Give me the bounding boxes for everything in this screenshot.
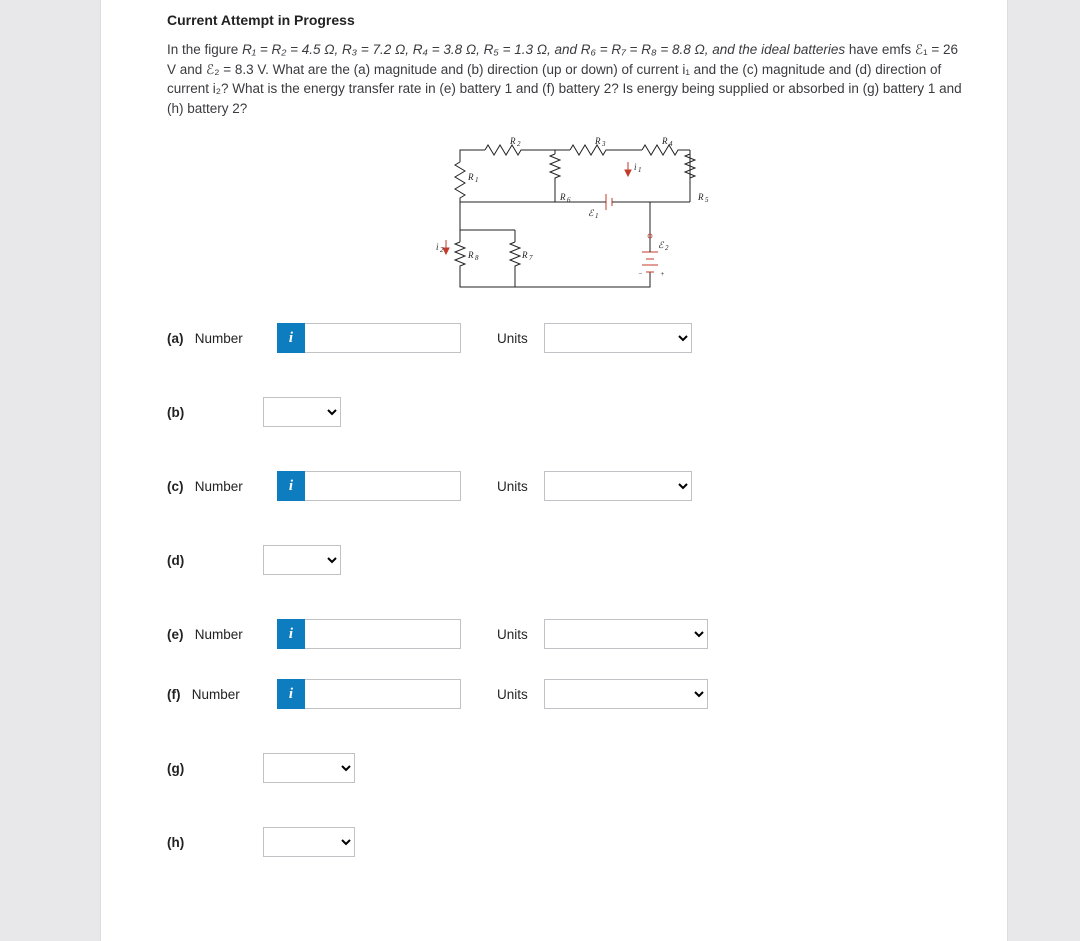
part-a-units-select[interactable] [544,323,692,353]
part-h-label: (h) [167,835,277,850]
part-a-row: (a) Number i Units [167,323,983,353]
svg-text:1: 1 [595,212,599,220]
svg-text:2: 2 [440,246,444,254]
svg-text:7: 7 [529,254,533,262]
prompt-values: R₁ = R₂ = 4.5 Ω, R₃ = 7.2 Ω, R₄ = 3.8 Ω,… [242,42,849,57]
svg-text:+: + [660,270,665,278]
units-label: Units [497,687,528,702]
part-b-label: (b) [167,405,277,420]
svg-text:3: 3 [601,140,606,148]
circuit-figure-container: + − R2 R3 R4 R1 R5 R6 R7 R8 ℰ1 ℰ2 i1 i2 [167,132,983,305]
answer-grid: (a) Number i Units (b) (c) Number i Unit… [167,323,983,857]
svg-text:1: 1 [475,176,479,184]
part-e-label: (e) Number [167,627,277,642]
part-h-row: (h) [167,827,983,857]
part-e-input[interactable] [305,619,461,649]
svg-text:1: 1 [638,166,642,174]
units-label: Units [497,627,528,642]
part-c-input[interactable] [305,471,461,501]
part-f-label: (f) Number [167,687,277,702]
svg-text:4: 4 [669,140,673,148]
svg-text:i: i [634,162,637,172]
part-g-label: (g) [167,761,277,776]
part-c-label: (c) Number [167,479,277,494]
part-h-select[interactable] [263,827,355,857]
svg-text:2: 2 [665,244,669,252]
svg-text:R: R [467,172,474,182]
svg-text:ℰ: ℰ [588,208,595,218]
units-label: Units [497,331,528,346]
part-d-row: (d) [167,545,983,575]
svg-text:R: R [661,136,668,146]
svg-text:6: 6 [567,196,571,204]
part-d-select[interactable] [263,545,341,575]
svg-text:ℰ: ℰ [658,240,665,250]
question-prompt: In the figure R₁ = R₂ = 4.5 Ω, R₃ = 7.2 … [167,40,967,118]
part-b-row: (b) [167,397,983,427]
part-a-input[interactable] [305,323,461,353]
svg-text:8: 8 [475,254,479,262]
part-f-input[interactable] [305,679,461,709]
svg-text:R: R [467,250,474,260]
svg-text:R: R [559,192,566,202]
part-g-select[interactable] [263,753,355,783]
part-d-label: (d) [167,553,277,568]
svg-text:R: R [521,250,528,260]
svg-text:2: 2 [517,140,521,148]
part-c-units-select[interactable] [544,471,692,501]
question-panel: Current Attempt in Progress In the figur… [100,0,1008,941]
info-icon[interactable]: i [277,679,305,709]
part-a-label: (a) Number [167,331,277,346]
attempt-heading: Current Attempt in Progress [167,12,983,28]
part-f-units-select[interactable] [544,679,708,709]
svg-text:R: R [509,136,516,146]
units-label: Units [497,479,528,494]
part-e-row: (e) Number i Units [167,619,983,649]
svg-text:−: − [638,270,643,278]
part-c-row: (c) Number i Units [167,471,983,501]
svg-text:R: R [594,136,601,146]
part-g-row: (g) [167,753,983,783]
svg-text:R: R [697,192,704,202]
part-e-units-select[interactable] [544,619,708,649]
circuit-figure: + − R2 R3 R4 R1 R5 R6 R7 R8 ℰ1 ℰ2 i1 i2 [430,132,720,305]
info-icon[interactable]: i [277,471,305,501]
svg-text:5: 5 [705,196,709,204]
part-b-select[interactable] [263,397,341,427]
info-icon[interactable]: i [277,619,305,649]
prompt-text: In the figure [167,42,242,57]
part-f-row: (f) Number i Units [167,679,983,709]
svg-text:i: i [436,242,439,252]
info-icon[interactable]: i [277,323,305,353]
